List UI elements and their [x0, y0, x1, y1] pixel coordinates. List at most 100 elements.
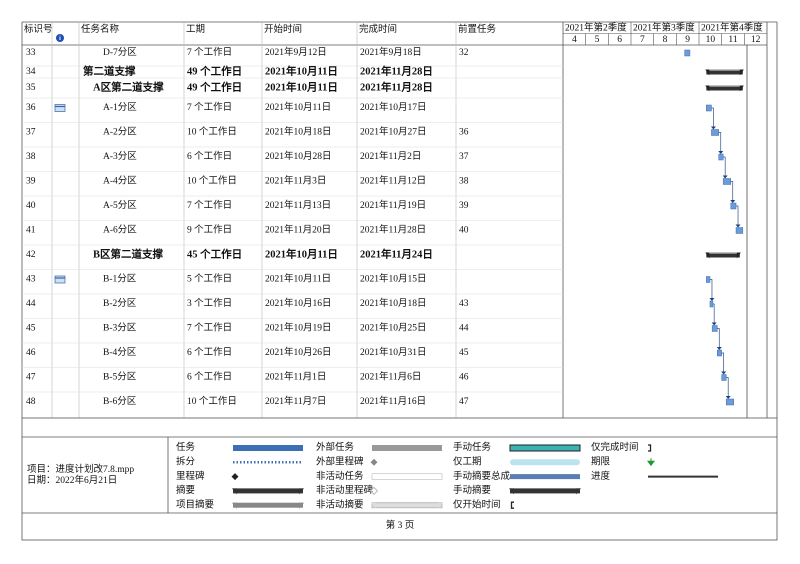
legend-label: 仅完成时间	[591, 441, 639, 453]
summary-cap	[705, 69, 710, 76]
dependency-arrow	[716, 347, 722, 350]
task-start: 2021年11月7日	[265, 395, 326, 407]
task-start: 2021年11月1日	[265, 371, 326, 383]
legend-sample	[509, 444, 581, 452]
legend-sample	[510, 459, 580, 466]
dependency-arrow	[711, 322, 717, 326]
task-predecessors: 37	[459, 152, 469, 162]
legend-sample	[231, 473, 239, 481]
task-bar	[706, 276, 711, 283]
task-finish: 2021年11月2日	[360, 150, 421, 162]
legend-label: 任务	[176, 441, 196, 453]
task-predecessors: 43	[459, 299, 469, 309]
legend-sample	[647, 458, 655, 467]
legend-label: 非活动里程碑	[316, 484, 374, 496]
dependency-link	[712, 303, 715, 324]
task-predecessors: 39	[459, 201, 469, 211]
task-bar	[717, 349, 722, 357]
task-id: 37	[26, 128, 36, 138]
summary-bar	[706, 69, 743, 75]
calendar-icon	[54, 104, 66, 112]
task-finish: 2021年11月6日	[360, 371, 421, 383]
summary-cap	[739, 85, 744, 92]
task-finish: 2021年11月28日	[360, 80, 433, 93]
task-duration: 7 个工作日	[187, 322, 232, 334]
task-bar	[709, 300, 714, 308]
task-name: B-1分区	[103, 274, 137, 285]
task-duration: 3 个工作日	[187, 297, 232, 309]
month-label: 4	[572, 35, 577, 45]
task-finish: 2021年11月19日	[360, 199, 426, 211]
task-finish: 2021年11月16日	[360, 395, 426, 407]
task-finish: 2021年11月24日	[360, 247, 433, 260]
dependency-arrow	[722, 175, 728, 179]
dependency-link	[730, 181, 734, 201]
legend-label: 手动摘要	[453, 484, 491, 496]
task-id: 46	[26, 348, 36, 358]
legend-sample-cap	[232, 488, 237, 495]
summary-bar	[706, 85, 743, 91]
dependency-link	[709, 279, 713, 299]
task-name: B-6分区	[103, 396, 137, 407]
legend-label: 进度	[591, 470, 611, 482]
footer-frame	[21, 417, 778, 541]
month-label: 6	[617, 35, 622, 45]
task-id: 35	[26, 83, 36, 93]
task-id: 38	[26, 152, 36, 162]
task-duration: 7 个工作日	[187, 101, 232, 113]
legend-sample-cap	[371, 502, 376, 509]
dependency-arrow	[710, 126, 716, 130]
legend-sample	[369, 486, 379, 496]
summary-cap	[705, 252, 710, 259]
task-bar	[711, 129, 719, 136]
task-start: 2021年10月26日	[265, 346, 332, 358]
task-duration: 10 个工作日	[187, 175, 237, 187]
task-start: 2021年10月11日	[265, 273, 331, 285]
dependency-arrow	[725, 396, 731, 399]
legend-sample	[371, 502, 443, 509]
task-start: 2021年10月11日	[265, 101, 331, 113]
task-name: A-5分区	[103, 200, 137, 211]
task-duration: 6 个工作日	[187, 150, 232, 162]
month-label: 8	[663, 35, 668, 45]
task-id: 45	[26, 324, 36, 334]
dependency-link	[726, 377, 729, 397]
task-duration: 7 个工作日	[187, 199, 232, 211]
task-bar	[684, 49, 691, 57]
legend-label: 仅开始时间	[453, 498, 501, 510]
dependency-arrow	[709, 298, 715, 301]
task-bar	[706, 104, 712, 112]
task-id: 42	[26, 250, 36, 260]
legend-sample	[233, 502, 303, 508]
task-name: A区第二道支撑	[93, 80, 164, 93]
task-name: A-4分区	[103, 176, 137, 187]
task-id: 33	[26, 48, 36, 58]
dependency-link	[718, 132, 722, 152]
month-label: 10	[706, 35, 716, 45]
dependency-link	[721, 352, 725, 373]
legend-label: 拆分	[176, 455, 196, 467]
task-id: 48	[26, 397, 36, 407]
task-predecessors: 45	[459, 348, 469, 358]
task-bar	[730, 202, 737, 210]
legend-label: 项目摘要	[176, 498, 214, 510]
task-start: 2021年10月19日	[265, 322, 332, 334]
month-label: 11	[728, 35, 737, 45]
task-name: B区第二道支撑	[93, 247, 164, 260]
legend-sample	[510, 501, 514, 509]
summary-bar	[706, 252, 740, 258]
task-predecessors: 47	[459, 397, 469, 407]
task-name: B-5分区	[103, 372, 137, 383]
month-label: 5	[595, 35, 600, 45]
table-grid	[21, 21, 778, 419]
legend-sample-cap	[576, 488, 581, 495]
task-start: 2021年10月11日	[265, 247, 338, 260]
legend-label: 里程碑	[176, 470, 205, 482]
task-finish: 2021年10月31日	[360, 346, 427, 358]
calendar-icon	[54, 275, 66, 284]
task-bar	[711, 325, 718, 332]
task-finish: 2021年10月15日	[360, 273, 427, 285]
project-name: 项目：进度计划改7.8.mpp	[27, 463, 134, 475]
task-name: A-1分区	[103, 102, 137, 113]
